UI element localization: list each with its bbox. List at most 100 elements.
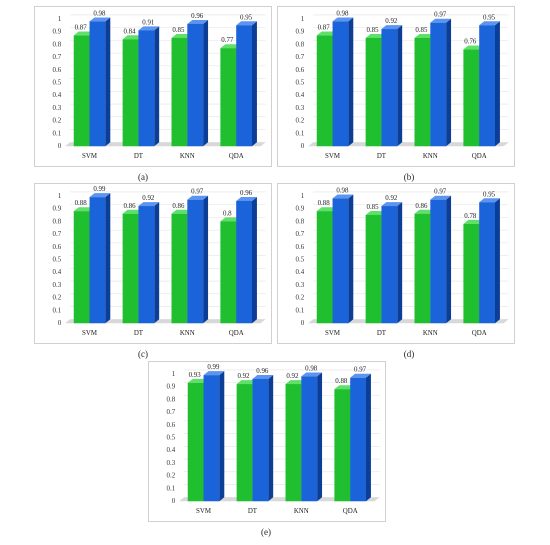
bar-top	[187, 195, 209, 200]
bar-side	[446, 195, 452, 324]
chart-e-svg: 0 0.1 0.2 0.3 0.4 0.5 0.6 0.7 0.8 0.9 1 0.93 0.99 SVM…	[167, 364, 380, 515]
chart-a-svg: 00.10.20.30.40.50.60.70.80.910.870.98SVM…	[53, 10, 266, 160]
y-tick-label: 0.6	[53, 67, 62, 74]
y-tick-label: 0.9	[296, 29, 305, 36]
y-tick-label: 0.9	[167, 384, 176, 391]
data-label: 0.85	[415, 27, 428, 34]
data-label: 0.88	[335, 378, 348, 385]
floor	[179, 497, 380, 502]
data-label: 0.97	[191, 189, 204, 196]
y-tick-label: 0.6	[296, 244, 305, 251]
bar-front	[316, 211, 333, 324]
y-tick-label: 0.7	[296, 54, 305, 61]
category-label: KNN	[423, 330, 438, 337]
y-tick-label: 0.7	[296, 231, 305, 238]
y-tick-label: 0.5	[167, 435, 176, 442]
data-label: 0.96	[240, 190, 253, 197]
bar-top	[334, 385, 356, 390]
bar-top	[479, 198, 500, 203]
bar-top	[122, 209, 144, 214]
y-tick-label: 0.2	[296, 295, 305, 302]
data-label: 0.86	[415, 203, 428, 210]
bar-side	[268, 374, 274, 502]
bar-side	[397, 202, 403, 324]
category-label: QDA	[229, 330, 244, 337]
category-label: SVM	[196, 508, 211, 515]
bar-front	[463, 49, 480, 147]
y-tick-label: 0.4	[167, 447, 176, 454]
bar-top	[332, 194, 354, 199]
bar	[479, 198, 500, 324]
y-tick-label: 0.5	[53, 257, 62, 264]
bar-side	[397, 25, 403, 147]
bar-top	[414, 34, 436, 38]
bar-top	[171, 209, 193, 214]
bar-side	[495, 21, 500, 147]
bar-front	[252, 378, 269, 502]
y-tick-label: 0.8	[53, 41, 62, 48]
bar-front	[187, 382, 204, 502]
bar-front	[463, 223, 480, 324]
floor	[308, 142, 509, 147]
bar-top	[463, 219, 485, 224]
y-tick-label: 0.4	[53, 92, 62, 99]
chart-panel-c: 0 0.1 0.2 0.3 0.4 0.5 0.6 0.7 0.8 0.9 1 0.88 0.99 SVM…	[34, 183, 272, 344]
data-label: 0.76	[464, 39, 477, 46]
data-label: 0.98	[93, 10, 106, 17]
chart-c-svg: 0 0.1 0.2 0.3 0.4 0.5 0.6 0.7 0.8 0.9 1 0.88 0.99 SVM…	[53, 186, 266, 337]
bar-top	[187, 19, 209, 24]
bar-front	[381, 206, 398, 324]
bar-top	[463, 45, 485, 50]
category-label: KNN	[294, 508, 309, 515]
chart-panel-a: 0 0.1 0.2 0.3 0.4 0.5 0.6 0.7 0.8 0.9 1 0.87 0.98 SVM…	[34, 6, 272, 167]
bar-front	[122, 39, 139, 147]
chart-panel-e: 0 0.1 0.2 0.3 0.4 0.5 0.6 0.7 0.8 0.9 1 0.93 0.99 SVM…	[148, 361, 386, 522]
data-label: 0.92	[286, 373, 299, 380]
bar-side	[252, 196, 257, 324]
data-label: 0.98	[336, 10, 349, 17]
data-label: 0.98	[305, 365, 318, 372]
y-tick-label: 0.8	[167, 396, 176, 403]
bar-top	[479, 21, 500, 26]
y-tick-label: 0.5	[296, 257, 305, 264]
floor	[308, 319, 509, 324]
y-tick-label: 0.4	[296, 92, 305, 99]
bar	[381, 25, 403, 147]
y-tick-label: 0.5	[296, 80, 305, 87]
data-label: 0.92	[237, 373, 250, 380]
y-tick-label: 0.3	[53, 105, 62, 112]
bar-front	[381, 29, 398, 147]
y-tick-label: 0.5	[53, 80, 62, 87]
data-label: 0.85	[172, 27, 185, 34]
bar-top	[236, 196, 257, 201]
y-tick-label: 1	[58, 16, 62, 23]
bar-front	[479, 202, 496, 324]
data-label: 0.88	[75, 200, 88, 207]
bar-top	[122, 35, 144, 40]
floor	[65, 319, 266, 324]
bar	[430, 18, 452, 147]
y-tick-label: 0.9	[53, 29, 62, 36]
bar	[350, 373, 371, 502]
y-tick-label: 0	[58, 143, 62, 150]
bar-side	[317, 372, 323, 502]
data-label: 0.77	[221, 37, 234, 44]
bar-front	[430, 199, 447, 324]
bar-front	[414, 213, 431, 324]
bar-top	[350, 373, 371, 378]
bar-front	[479, 25, 496, 147]
bar-front	[332, 21, 349, 147]
y-tick-label: 0.3	[296, 282, 305, 289]
bar	[252, 374, 274, 502]
data-label: 0.96	[256, 368, 269, 375]
bar-top	[252, 374, 274, 379]
category-label: KNN	[180, 153, 195, 160]
y-tick-label: 1	[58, 193, 62, 200]
data-label: 0.87	[75, 24, 88, 31]
bar	[187, 195, 209, 324]
bar-front	[122, 213, 139, 324]
bar-top	[285, 380, 307, 385]
bar-front	[301, 376, 318, 502]
bar-side	[348, 194, 354, 324]
category-label: QDA	[229, 153, 244, 160]
